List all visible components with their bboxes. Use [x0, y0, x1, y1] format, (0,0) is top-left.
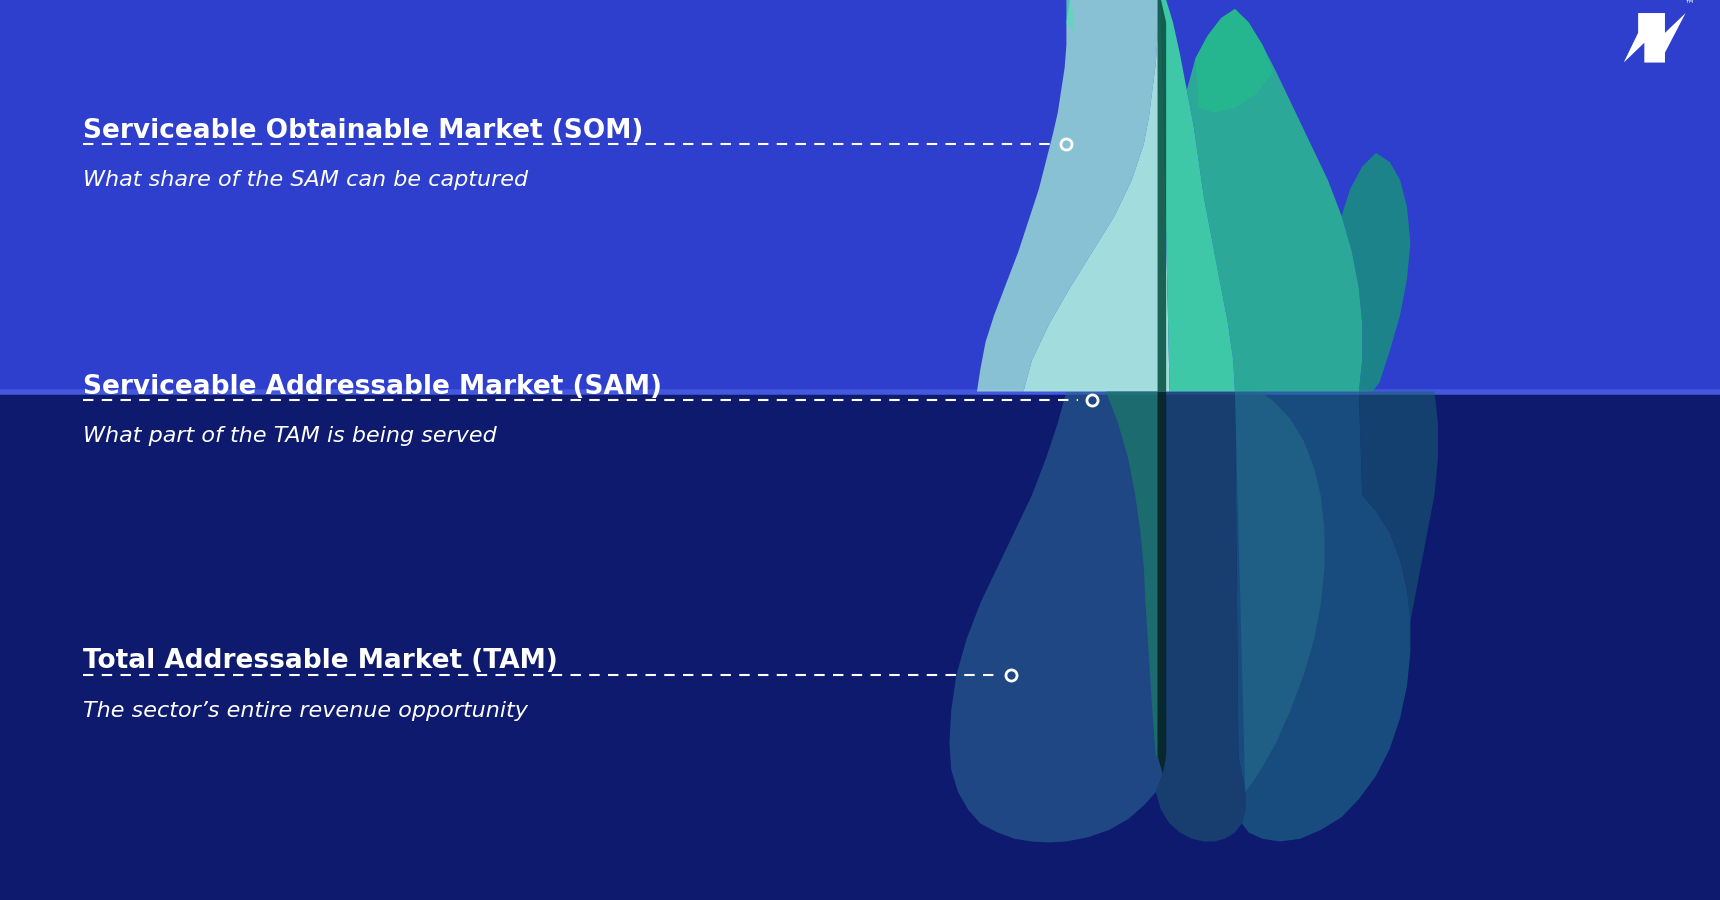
Polygon shape: [1187, 9, 1362, 392]
Polygon shape: [1342, 153, 1410, 392]
Polygon shape: [1624, 14, 1686, 62]
Polygon shape: [977, 0, 1161, 392]
Polygon shape: [1359, 392, 1438, 621]
Polygon shape: [1158, 0, 1166, 392]
Polygon shape: [1158, 392, 1166, 774]
Polygon shape: [1235, 392, 1410, 842]
Polygon shape: [1023, 0, 1170, 392]
Polygon shape: [1195, 9, 1273, 112]
Text: What share of the SAM can be captured: What share of the SAM can be captured: [83, 170, 528, 190]
Polygon shape: [1106, 392, 1158, 756]
Text: Serviceable Addressable Market (SAM): Serviceable Addressable Market (SAM): [83, 374, 662, 400]
Bar: [0, 392, 1720, 900]
Polygon shape: [1161, 0, 1235, 392]
Text: Total Addressable Market (TAM): Total Addressable Market (TAM): [83, 649, 557, 674]
Polygon shape: [1235, 392, 1324, 792]
Text: What part of the TAM is being served: What part of the TAM is being served: [83, 427, 497, 446]
Polygon shape: [1156, 392, 1245, 842]
Bar: [0, 0, 1720, 392]
Text: The sector’s entire revenue opportunity: The sector’s entire revenue opportunity: [83, 701, 528, 721]
Text: Serviceable Obtainable Market (SOM): Serviceable Obtainable Market (SOM): [83, 118, 643, 143]
Text: ™: ™: [1684, 0, 1694, 9]
Polygon shape: [1066, 0, 1073, 32]
Polygon shape: [949, 392, 1166, 842]
